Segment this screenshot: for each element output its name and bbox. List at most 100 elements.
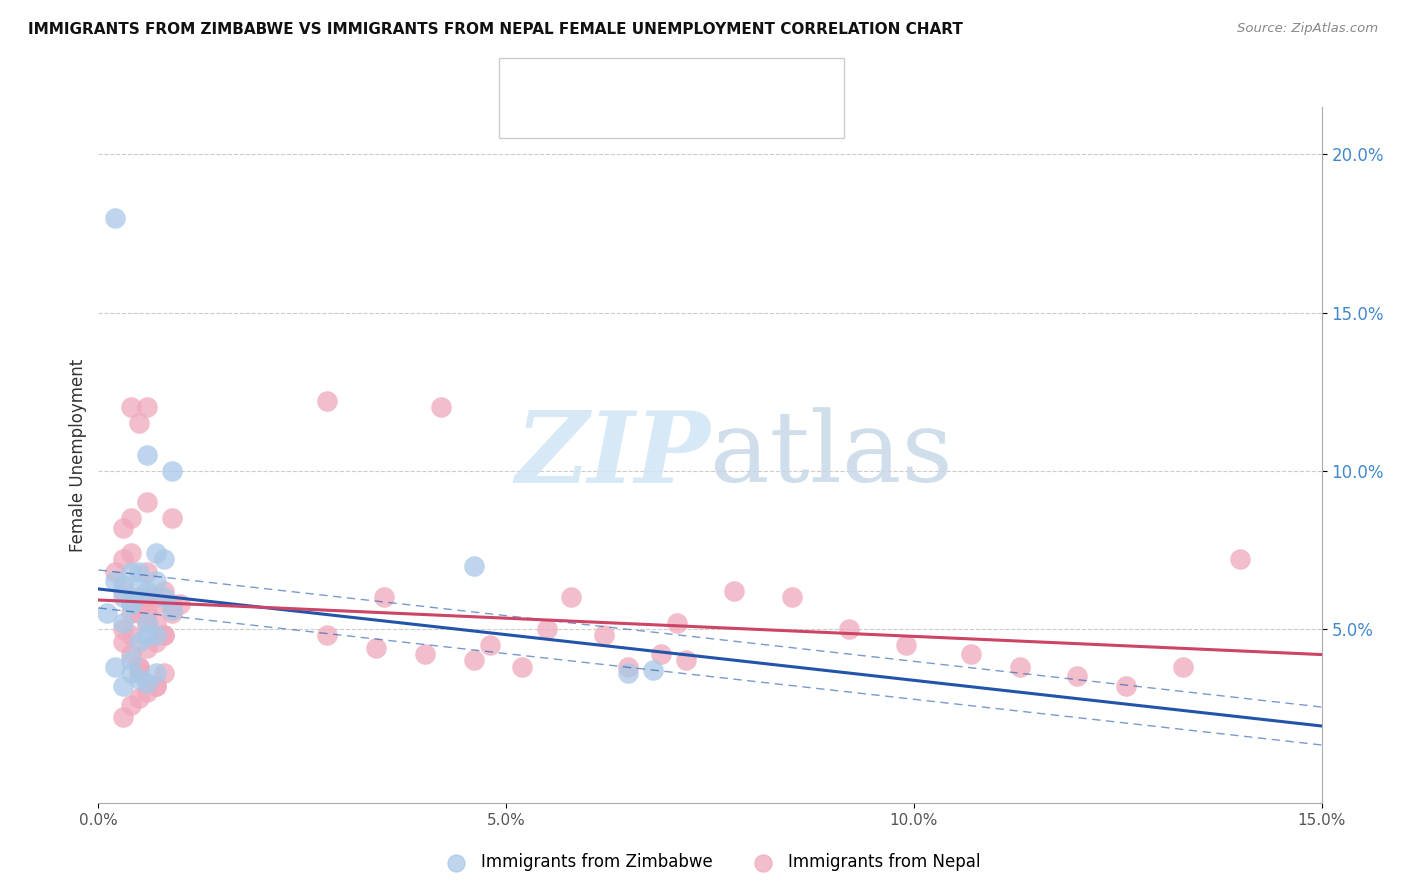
Point: [111, 679, 134, 693]
Point: [136, 615, 159, 630]
Point: [145, 666, 167, 681]
Point: [136, 606, 159, 620]
Point: [136, 448, 159, 462]
Point: [160, 511, 183, 525]
Point: [128, 660, 150, 674]
Point: [145, 597, 167, 611]
Point: [1229, 552, 1251, 566]
Text: Source: ZipAtlas.com: Source: ZipAtlas.com: [1237, 22, 1378, 36]
Point: [505, 70, 527, 85]
Point: [120, 666, 142, 681]
Point: [152, 628, 174, 642]
Point: [128, 565, 150, 579]
Point: [145, 679, 167, 693]
Point: [128, 666, 150, 681]
Point: [617, 660, 640, 674]
Point: [169, 597, 191, 611]
Point: [120, 647, 142, 661]
Text: R =  0.171   N = 70: R = 0.171 N = 70: [536, 112, 742, 129]
Point: [128, 606, 150, 620]
Point: [128, 581, 150, 595]
Point: [120, 401, 142, 415]
Point: [111, 591, 134, 605]
Point: [650, 647, 672, 661]
Point: [104, 660, 127, 674]
Point: [463, 653, 485, 667]
Point: [1115, 679, 1137, 693]
Point: [111, 521, 134, 535]
Point: [145, 615, 167, 630]
Point: [136, 401, 159, 415]
Point: [136, 495, 159, 509]
Point: [104, 565, 127, 579]
Point: [145, 591, 167, 605]
Point: [160, 597, 183, 611]
Point: [160, 464, 183, 478]
Point: [512, 660, 534, 674]
Point: [160, 603, 183, 617]
Point: [152, 583, 174, 598]
Text: atlas: atlas: [710, 407, 953, 503]
Point: [315, 628, 337, 642]
Point: [136, 591, 159, 605]
Point: [315, 394, 337, 409]
Y-axis label: Female Unemployment: Female Unemployment: [69, 359, 87, 551]
Point: [160, 606, 183, 620]
Point: [145, 574, 167, 589]
Point: [111, 583, 134, 598]
Point: [430, 401, 453, 415]
Point: [463, 558, 485, 573]
Point: [666, 615, 689, 630]
Point: [128, 660, 150, 674]
Point: [120, 511, 142, 525]
Point: [478, 638, 501, 652]
Point: [136, 685, 159, 699]
Point: [593, 628, 616, 642]
Point: [111, 577, 134, 591]
Point: [617, 666, 640, 681]
Point: [128, 417, 150, 431]
Point: [723, 583, 745, 598]
Point: [373, 591, 395, 605]
Point: [1171, 660, 1194, 674]
Point: [120, 628, 142, 642]
Point: [152, 591, 174, 605]
Point: [136, 640, 159, 655]
Point: [1066, 669, 1088, 683]
Point: [111, 552, 134, 566]
Point: [505, 113, 527, 128]
Point: [104, 211, 127, 225]
Point: [120, 653, 142, 667]
Point: [136, 628, 159, 642]
Point: [120, 698, 142, 712]
Point: [560, 591, 582, 605]
Point: [96, 606, 118, 620]
Point: [128, 634, 150, 648]
Point: [128, 691, 150, 706]
Point: [120, 597, 142, 611]
Point: [120, 565, 142, 579]
Point: [111, 634, 134, 648]
Text: IMMIGRANTS FROM ZIMBABWE VS IMMIGRANTS FROM NEPAL FEMALE UNEMPLOYMENT CORRELATIO: IMMIGRANTS FROM ZIMBABWE VS IMMIGRANTS F…: [28, 22, 963, 37]
Point: [145, 546, 167, 560]
Point: [641, 663, 664, 677]
Point: [145, 679, 167, 693]
Point: [838, 622, 860, 636]
Point: [120, 597, 142, 611]
Point: [960, 647, 983, 661]
Point: [136, 675, 159, 690]
Text: R = -0.011   N = 33: R = -0.011 N = 33: [536, 69, 742, 87]
Point: [128, 597, 150, 611]
Point: [120, 546, 142, 560]
Point: [536, 622, 558, 636]
Point: [128, 591, 150, 605]
Point: [894, 638, 917, 652]
Point: [136, 565, 159, 579]
Legend: Immigrants from Zimbabwe, Immigrants from Nepal: Immigrants from Zimbabwe, Immigrants fro…: [433, 847, 987, 878]
Point: [152, 628, 174, 642]
Point: [111, 710, 134, 724]
Point: [145, 628, 167, 642]
Point: [364, 640, 387, 655]
Point: [136, 583, 159, 598]
Text: ZIP: ZIP: [515, 407, 710, 503]
